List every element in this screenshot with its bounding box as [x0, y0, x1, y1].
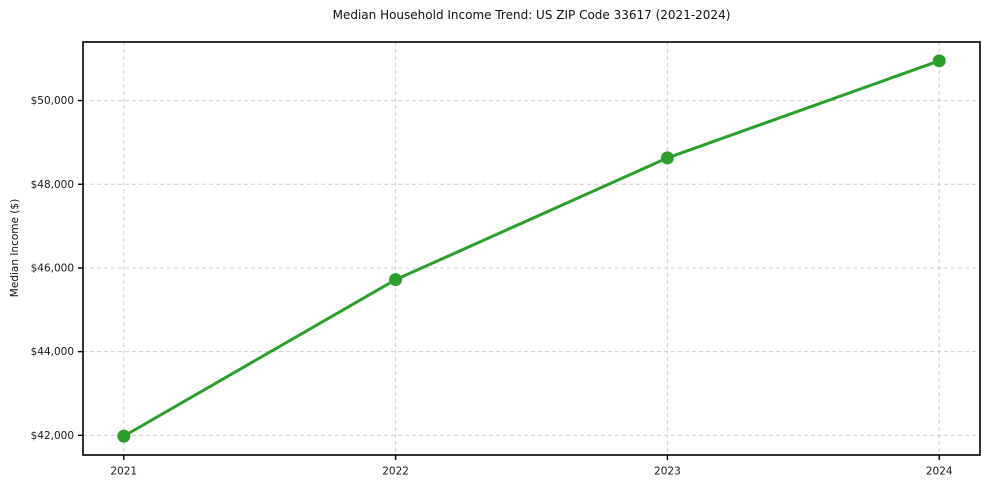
x-tick-label: 2024 [926, 466, 953, 478]
y-tick-label: $50,000 [31, 95, 74, 107]
y-tick-label: $46,000 [31, 262, 74, 274]
data-line [123, 59, 940, 438]
chart-title: Median Household Income Trend: US ZIP Co… [332, 8, 731, 22]
plot-border [82, 41, 981, 456]
y-tick-label: $48,000 [31, 179, 74, 191]
y-tick-label: $42,000 [31, 430, 74, 442]
y-tick-label: $44,000 [31, 346, 74, 358]
x-tick-label: 2021 [110, 466, 137, 478]
data-point [117, 429, 131, 443]
x-tick-label: 2023 [654, 466, 681, 478]
data-point [660, 151, 674, 165]
data-point [389, 273, 403, 287]
data-point [932, 54, 946, 68]
x-tick-label: 2022 [382, 466, 409, 478]
